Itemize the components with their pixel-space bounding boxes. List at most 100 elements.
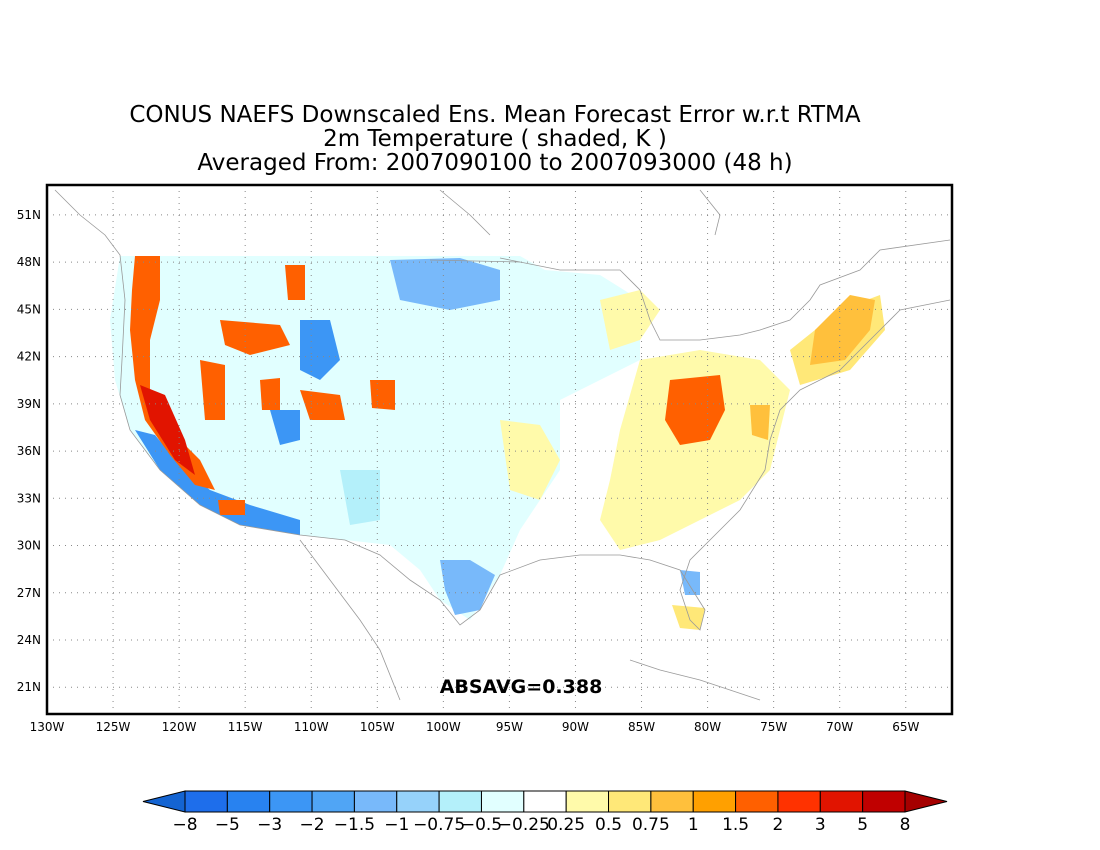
colorbar-label: −2 xyxy=(300,815,325,835)
latitude-label: 33N xyxy=(17,491,41,505)
field-region xyxy=(665,375,725,445)
longitude-label: 105W xyxy=(360,720,395,734)
longitude-label: 80W xyxy=(694,720,721,734)
colorbar-swatch xyxy=(819,790,864,813)
colorbar-label: 0.75 xyxy=(632,815,670,835)
colorbar-label: 5 xyxy=(857,815,868,835)
field-region xyxy=(680,570,700,595)
field-region xyxy=(340,470,380,525)
coastlines xyxy=(54,189,951,701)
colorbar-label: −0.75 xyxy=(413,815,465,835)
colorbar-swatch xyxy=(438,790,482,813)
field-region xyxy=(220,320,290,355)
colorbar-swatch xyxy=(396,790,440,813)
longitude-label: 120W xyxy=(162,720,197,734)
longitude-label: 125W xyxy=(96,720,131,734)
colorbar xyxy=(142,790,948,813)
colorbar-label: 0.5 xyxy=(595,815,622,835)
colorbar-label: −0.5 xyxy=(461,815,502,835)
colorbar-swatch xyxy=(565,790,610,813)
field-region xyxy=(110,256,640,620)
field-region xyxy=(300,320,340,380)
latitude-labels: 51N 48N 45N 42N 39N 36N 33N 30N 27N 24N 21N xyxy=(17,208,41,694)
colorbar-swatch xyxy=(142,790,186,813)
graticule xyxy=(47,185,952,714)
temperature-error-field xyxy=(110,256,885,630)
field-region xyxy=(200,360,225,420)
colorbar-swatch xyxy=(184,790,228,813)
field-region xyxy=(130,256,215,490)
colorbar-label: 3 xyxy=(815,815,826,835)
map-title-line-3: Averaged From: 2007090100 to 2007093000 … xyxy=(197,150,793,176)
colorbar-label: 2 xyxy=(773,815,784,835)
latitude-label: 45N xyxy=(17,302,41,316)
colorbar-label: 1.5 xyxy=(722,815,749,835)
colorbar-swatch xyxy=(608,790,652,813)
field-region xyxy=(440,560,495,615)
longitude-label: 75W xyxy=(760,720,787,734)
colorbar-label: −1 xyxy=(384,815,409,835)
longitude-label: 90W xyxy=(562,720,589,734)
colorbar-label: −0.25 xyxy=(498,815,550,835)
colorbar-swatch xyxy=(480,790,525,813)
longitude-label: 70W xyxy=(826,720,853,734)
colorbar-swatch xyxy=(735,790,779,813)
colorbar-label: 1 xyxy=(688,815,699,835)
latitude-label: 36N xyxy=(17,444,41,458)
map-frame xyxy=(45,183,954,716)
field-region xyxy=(300,390,345,420)
longitude-label: 110W xyxy=(294,720,329,734)
colorbar-label: −1.5 xyxy=(334,815,375,835)
colorbar-label: 8 xyxy=(900,815,911,835)
coastline-path xyxy=(499,239,951,341)
field-region xyxy=(672,605,705,630)
colorbar-swatch xyxy=(523,790,567,813)
colorbar-label: −8 xyxy=(172,815,197,835)
field-region xyxy=(270,410,300,445)
longitude-label: 130W xyxy=(30,720,65,734)
field-region xyxy=(600,290,660,350)
coastline-path xyxy=(429,259,521,263)
colorbar-label: −3 xyxy=(257,815,282,835)
longitude-labels: 130W 125W 120W 115W 110W 105W 100W 95W 90W 85W 80W… xyxy=(30,720,920,734)
coastline-path xyxy=(629,659,761,701)
latitude-label: 42N xyxy=(17,350,41,364)
colorbar-labels: −8 −5 −3 −2 −1.5 −1 −0.75−0.5−0.250.25 0.5 0.75 1… xyxy=(172,815,910,835)
field-region xyxy=(370,380,395,410)
latitude-label: 24N xyxy=(17,633,41,647)
colorbar-swatch xyxy=(862,790,906,813)
colorbar-swatch xyxy=(904,790,948,813)
field-region xyxy=(218,500,245,515)
latitude-label: 48N xyxy=(17,255,41,269)
field-region xyxy=(285,265,305,300)
longitude-label: 100W xyxy=(426,720,461,734)
colorbar-swatch xyxy=(311,790,355,813)
coastline-path xyxy=(54,189,951,631)
field-region xyxy=(810,295,875,365)
colorbar-swatch xyxy=(777,790,821,813)
longitude-label: 115W xyxy=(228,720,263,734)
coastline-path xyxy=(439,189,491,236)
longitude-label: 65W xyxy=(892,720,919,734)
field-region xyxy=(500,420,560,500)
colorbar-swatch xyxy=(353,790,398,813)
colorbar-swatch xyxy=(269,790,313,813)
field-region xyxy=(600,350,790,550)
colorbar-label: −5 xyxy=(215,815,240,835)
longitude-label: 85W xyxy=(628,720,655,734)
colorbar-swatch xyxy=(226,790,271,813)
colorbar-swatch xyxy=(692,790,737,813)
map-title-line-1: CONUS NAEFS Downscaled Ens. Mean Forecas… xyxy=(129,102,861,128)
field-region xyxy=(260,378,280,410)
longitude-label: 95W xyxy=(496,720,523,734)
map-title-line-2: 2m Temperature ( shaded, K ) xyxy=(323,126,667,152)
colorbar-label: 0.25 xyxy=(547,815,585,835)
field-region xyxy=(140,385,195,475)
absavg-annotation: ABSAVG=0.388 xyxy=(440,676,603,698)
field-region xyxy=(135,430,300,535)
latitude-label: 39N xyxy=(17,397,41,411)
latitude-label: 30N xyxy=(17,539,41,553)
field-region xyxy=(750,405,770,440)
field-region xyxy=(390,258,500,310)
